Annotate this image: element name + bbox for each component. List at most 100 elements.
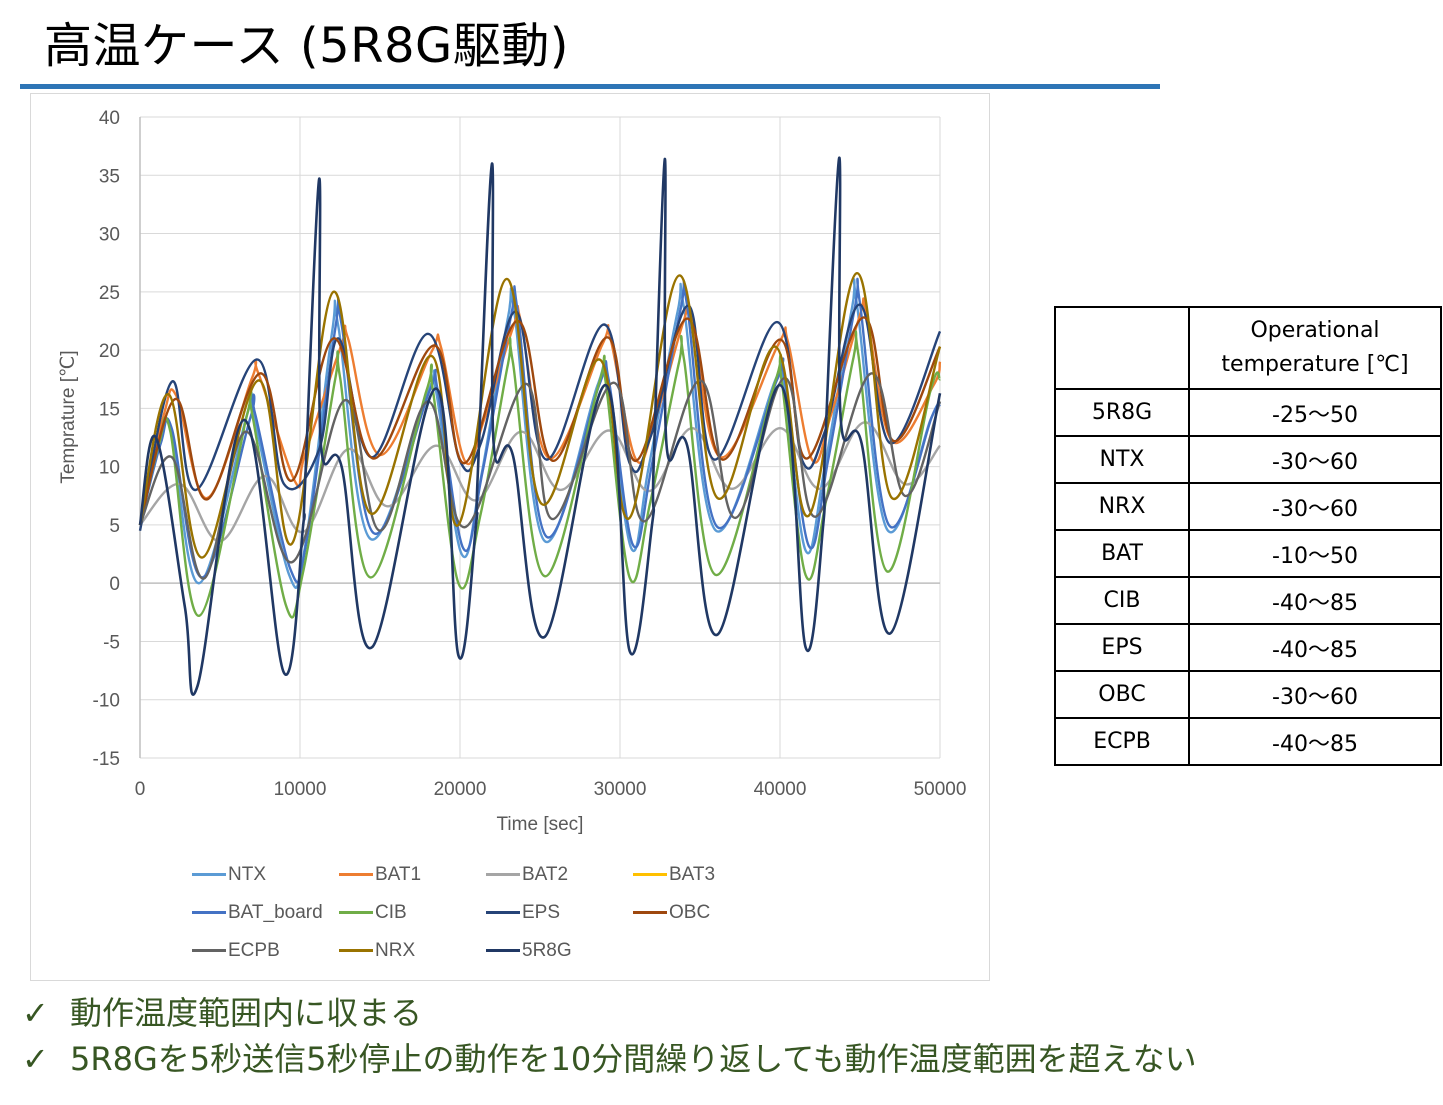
x-tick-label: 40000 xyxy=(754,779,807,800)
chart-legend: NTX BAT1 BAT2 BAT3 BAT_board CIB EPS OBC ECPB NRX… xyxy=(192,864,792,984)
y-tick-label: -5 xyxy=(103,632,120,653)
legend-item: OBC xyxy=(633,902,710,924)
legend-swatch xyxy=(339,873,373,877)
slide-title: 高温ケース (5R8G駆動) xyxy=(44,18,569,74)
legend-item: CIB xyxy=(339,902,407,924)
table-row: EPS -40～85 xyxy=(1054,623,1442,672)
operational-temperature-table: Operational temperature [℃] 5R8G -25～50 NTX… xyxy=(1054,306,1442,766)
table-row: 5R8G -25～50 xyxy=(1054,388,1442,437)
x-tick-label: 50000 xyxy=(914,779,967,800)
y-tick-label: 25 xyxy=(99,283,120,304)
table-row: ECPB -40～85 xyxy=(1054,717,1442,766)
axes: -15 -10 -5 0 5 10 15 20 25 30 35 40 0 10000 20000 30000… xyxy=(93,108,967,800)
component-cell: EPS xyxy=(1054,623,1190,672)
y-tick-label: 5 xyxy=(109,516,120,537)
series-lines xyxy=(138,156,942,696)
legend-item: NRX xyxy=(339,940,415,962)
y-tick-label: 30 xyxy=(99,225,120,246)
legend-swatch xyxy=(486,911,520,915)
y-tick-label: 15 xyxy=(99,399,120,420)
conclusion-2: ✓ 5R8Gを5秒送信5秒停止の動作を10分間繰り返しても動作温度範囲を超えない xyxy=(22,1036,1197,1082)
legend-item: 5R8G xyxy=(486,940,572,962)
temperature-range-cell: -30～60 xyxy=(1188,670,1442,719)
conclusion-1: ✓ 動作温度範囲内に収まる xyxy=(22,990,1197,1036)
series-line-bat2 xyxy=(139,421,941,543)
x-tick-label: 30000 xyxy=(594,779,647,800)
legend-swatch xyxy=(633,911,667,915)
component-cell: OBC xyxy=(1054,670,1190,719)
y-tick-label: 10 xyxy=(99,458,120,479)
legend-label: NRX xyxy=(375,940,416,961)
legend-label: OBC xyxy=(669,902,711,923)
legend-swatch xyxy=(339,911,373,915)
legend-item: BAT3 xyxy=(633,864,715,886)
chart-area: -15 -10 -5 0 5 10 15 20 25 30 35 40 0 10000 20000 30000… xyxy=(30,93,990,981)
temperature-range-cell: -25～50 xyxy=(1188,388,1442,437)
line-chart: -15 -10 -5 0 5 10 15 20 25 30 35 40 0 10000 20000 30000… xyxy=(58,108,967,835)
table-header-cell xyxy=(1054,306,1190,390)
conclusions: ✓ 動作温度範囲内に収まる ✓ 5R8Gを5秒送信5秒停止の動作を10分間繰り返して… xyxy=(22,990,1197,1082)
legend-label: BAT3 xyxy=(669,864,716,885)
x-tick-label: 20000 xyxy=(434,779,487,800)
y-tick-label: -15 xyxy=(93,749,120,770)
check-icon: ✓ xyxy=(22,1040,49,1078)
legend-label: CIB xyxy=(375,902,407,923)
legend-swatch xyxy=(192,873,226,877)
legend-item: BAT1 xyxy=(339,864,421,886)
table-header-cell: Operational temperature [℃] xyxy=(1188,306,1442,390)
temperature-range-cell: -40～85 xyxy=(1188,717,1442,766)
y-tick-label: 35 xyxy=(99,166,120,187)
legend-label: EPS xyxy=(522,902,561,923)
series-line-5r8g xyxy=(138,156,942,696)
legend-label: BAT1 xyxy=(375,864,422,885)
legend-label: BAT_board xyxy=(228,902,323,923)
component-cell: 5R8G xyxy=(1054,388,1190,437)
y-tick-label: -10 xyxy=(93,691,120,712)
legend-swatch xyxy=(633,873,667,877)
y-tick-label: 20 xyxy=(99,341,120,362)
check-icon: ✓ xyxy=(22,994,49,1032)
x-tick-label: 0 xyxy=(135,779,146,800)
legend-swatch xyxy=(339,949,373,953)
temperature-range-cell: -30～60 xyxy=(1188,435,1442,484)
conclusion-text: 5R8Gを5秒送信5秒停止の動作を10分間繰り返しても動作温度範囲を超えない xyxy=(70,1040,1197,1078)
table-row: OBC -30～60 xyxy=(1054,670,1442,719)
table-header-row: Operational temperature [℃] xyxy=(1054,306,1442,390)
y-axis-label: Temprature [℃] xyxy=(58,350,79,483)
x-tick-label: 10000 xyxy=(274,779,327,800)
title-underline xyxy=(20,84,1160,89)
legend-label: 5R8G xyxy=(522,940,572,961)
series-line-eps xyxy=(138,303,942,531)
series-line-nrx xyxy=(138,271,942,559)
table-row: NTX -30～60 xyxy=(1054,435,1442,484)
component-cell: NTX xyxy=(1054,435,1190,484)
legend-item: NTX xyxy=(192,864,266,886)
legend-item: ECPB xyxy=(192,940,280,962)
temperature-range-cell: -10～50 xyxy=(1188,529,1442,578)
table-row: BAT -10～50 xyxy=(1054,529,1442,578)
legend-swatch xyxy=(486,873,520,877)
component-cell: CIB xyxy=(1054,576,1190,625)
component-cell: ECPB xyxy=(1054,717,1190,766)
temperature-range-cell: -40～85 xyxy=(1188,576,1442,625)
legend-label: BAT2 xyxy=(522,864,569,885)
table-row: NRX -30～60 xyxy=(1054,482,1442,531)
conclusion-text: 動作温度範囲内に収まる xyxy=(70,994,423,1032)
temperature-range-cell: -40～85 xyxy=(1188,623,1442,672)
temperature-range-cell: -30～60 xyxy=(1188,482,1442,531)
legend-item: EPS xyxy=(486,902,560,924)
series-line-ecpb xyxy=(138,372,942,580)
legend-label: ECPB xyxy=(228,940,280,961)
legend-item: BAT2 xyxy=(486,864,568,886)
legend-label: NTX xyxy=(228,864,266,885)
table-row: CIB -40～85 xyxy=(1054,576,1442,625)
component-cell: NRX xyxy=(1054,482,1190,531)
component-cell: BAT xyxy=(1054,529,1190,578)
legend-swatch xyxy=(192,949,226,953)
y-tick-label: 0 xyxy=(109,574,120,595)
legend-swatch xyxy=(192,911,226,915)
series-line-cib xyxy=(138,330,942,619)
series-line-bat-board xyxy=(138,277,941,584)
y-tick-label: 40 xyxy=(99,108,120,129)
legend-item: BAT_board xyxy=(192,902,323,924)
